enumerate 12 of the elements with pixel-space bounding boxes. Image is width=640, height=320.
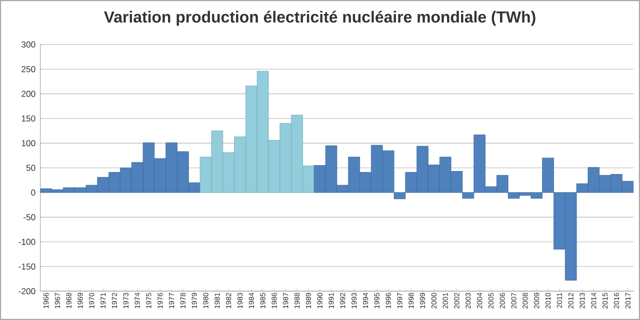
y-tick-label: 100 [22,140,36,146]
y-tick-label: 50 [26,164,36,171]
y-tick-label: 0 [31,189,36,196]
y-tick-label: -150 [18,263,36,270]
y-tick-label: 150 [22,115,36,122]
y-tick-label: -50 [24,214,36,220]
y-tick-label: 200 [22,90,36,97]
y-tick-label: 300 [22,41,36,48]
y-tick-label: 250 [22,66,36,72]
chart-title: Variation production électricité nucléaire mondiale (TWh) [104,10,536,26]
y-tick-label: -100 [18,238,36,245]
y-tick-label: -200 [18,288,36,294]
